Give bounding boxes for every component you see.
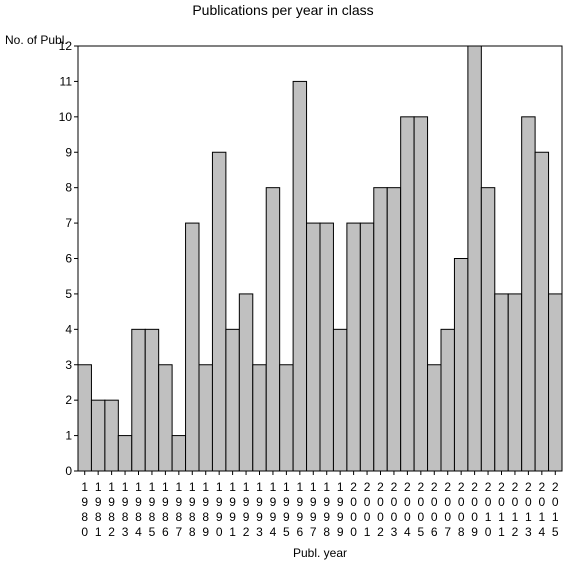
bar-1983 xyxy=(117,435,133,472)
bar-2010 xyxy=(480,187,496,472)
bar-1995 xyxy=(279,364,294,472)
bar-1994 xyxy=(265,187,281,472)
y-tick-label: 0 xyxy=(65,464,72,478)
bar-1985 xyxy=(144,328,160,472)
plot-frame xyxy=(77,45,563,472)
bar-1986 xyxy=(158,364,173,472)
bar-1997 xyxy=(306,222,321,472)
bar-1998 xyxy=(319,222,334,472)
y-axis-label: No. of Publ. xyxy=(5,33,68,47)
bar-1981 xyxy=(90,399,106,472)
y-tick-label: 10 xyxy=(59,110,73,124)
bar-2015 xyxy=(548,293,563,472)
y-tick-label: 11 xyxy=(60,74,73,88)
bars-group xyxy=(77,45,563,472)
y-tick-label: 9 xyxy=(65,145,72,159)
bar-1992 xyxy=(238,293,254,472)
bar-1999 xyxy=(332,328,348,472)
bar-2012 xyxy=(507,293,523,472)
bar-2006 xyxy=(427,364,442,472)
bar-2000 xyxy=(346,222,361,472)
y-tick-label: 6 xyxy=(65,252,72,266)
y-tick-label: 5 xyxy=(65,287,72,301)
y-tick-label: 4 xyxy=(65,322,72,336)
bar-1996 xyxy=(292,80,308,472)
bar-1980 xyxy=(77,364,92,472)
bar-1984 xyxy=(131,328,146,472)
bar-2007 xyxy=(440,328,455,472)
bar-1993 xyxy=(252,364,267,472)
bar-1991 xyxy=(225,328,240,472)
bar-1988 xyxy=(185,222,200,472)
bar-1990 xyxy=(211,151,227,472)
y-tick-label: 2 xyxy=(65,393,72,407)
bar-2001 xyxy=(359,222,375,472)
y-tick-label: 8 xyxy=(65,181,72,195)
bar-2013 xyxy=(521,116,536,472)
y-tick-label: 12 xyxy=(59,39,73,53)
bar-1982 xyxy=(104,399,119,472)
chart-title: Publications per year in class xyxy=(192,2,373,18)
bar-2009 xyxy=(467,45,482,472)
bar-2014 xyxy=(534,151,550,472)
bar-2005 xyxy=(413,116,429,472)
bar-2008 xyxy=(453,258,469,472)
bar-1989 xyxy=(198,364,213,472)
y-tick-label: 7 xyxy=(65,216,72,230)
bar-2003 xyxy=(386,187,402,472)
bar-2004 xyxy=(400,116,415,472)
bar-1987 xyxy=(171,435,187,472)
y-tick-label: 3 xyxy=(65,358,72,372)
x-axis-label: Publ. year xyxy=(293,546,347,560)
x-axis: 1 9 8 0 1 9 8 1 1 9 8 2 1 9 8 3 1 9 8 4 1 9 8 5 1 9 8 6 1 9 8 7 1 9 8 8 1 9 8 9… xyxy=(81,471,559,539)
bar-2011 xyxy=(494,293,509,472)
bar-2002 xyxy=(373,187,388,472)
y-tick-label: 1 xyxy=(65,429,72,443)
